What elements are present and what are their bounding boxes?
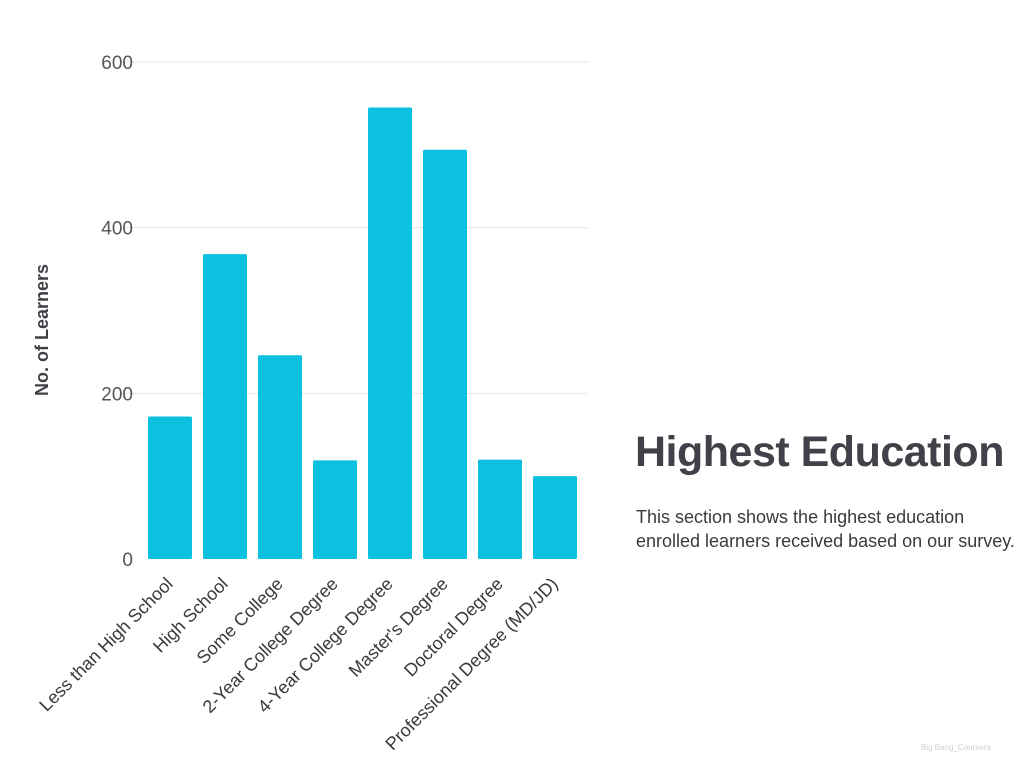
y-axis-ticks: 0 200 400 600 [101, 53, 133, 571]
bar-4 [368, 107, 412, 559]
bar-3 [313, 460, 357, 559]
y-tick-label: 200 [101, 384, 133, 405]
x-tick-label: Doctoral Degree [400, 574, 507, 681]
section-description: This section shows the highest education… [636, 507, 1015, 551]
y-tick-label: 400 [101, 219, 133, 240]
section-title: Highest Education [635, 428, 1004, 476]
bar-6 [478, 459, 522, 559]
x-tick-label: Master's Degree [345, 574, 452, 681]
bar-0 [148, 416, 192, 559]
bar-7 [533, 476, 577, 559]
watermark: Big Bang_Coursera [921, 743, 991, 752]
y-tick-label: 0 [122, 550, 133, 571]
y-axis-title: No. of Learners [32, 264, 52, 396]
gridlines [121, 61, 588, 394]
y-tick-label: 600 [101, 53, 133, 74]
bars [148, 107, 577, 559]
bar-5 [423, 149, 467, 559]
bar-1 [203, 254, 247, 559]
bar-2 [258, 355, 302, 559]
